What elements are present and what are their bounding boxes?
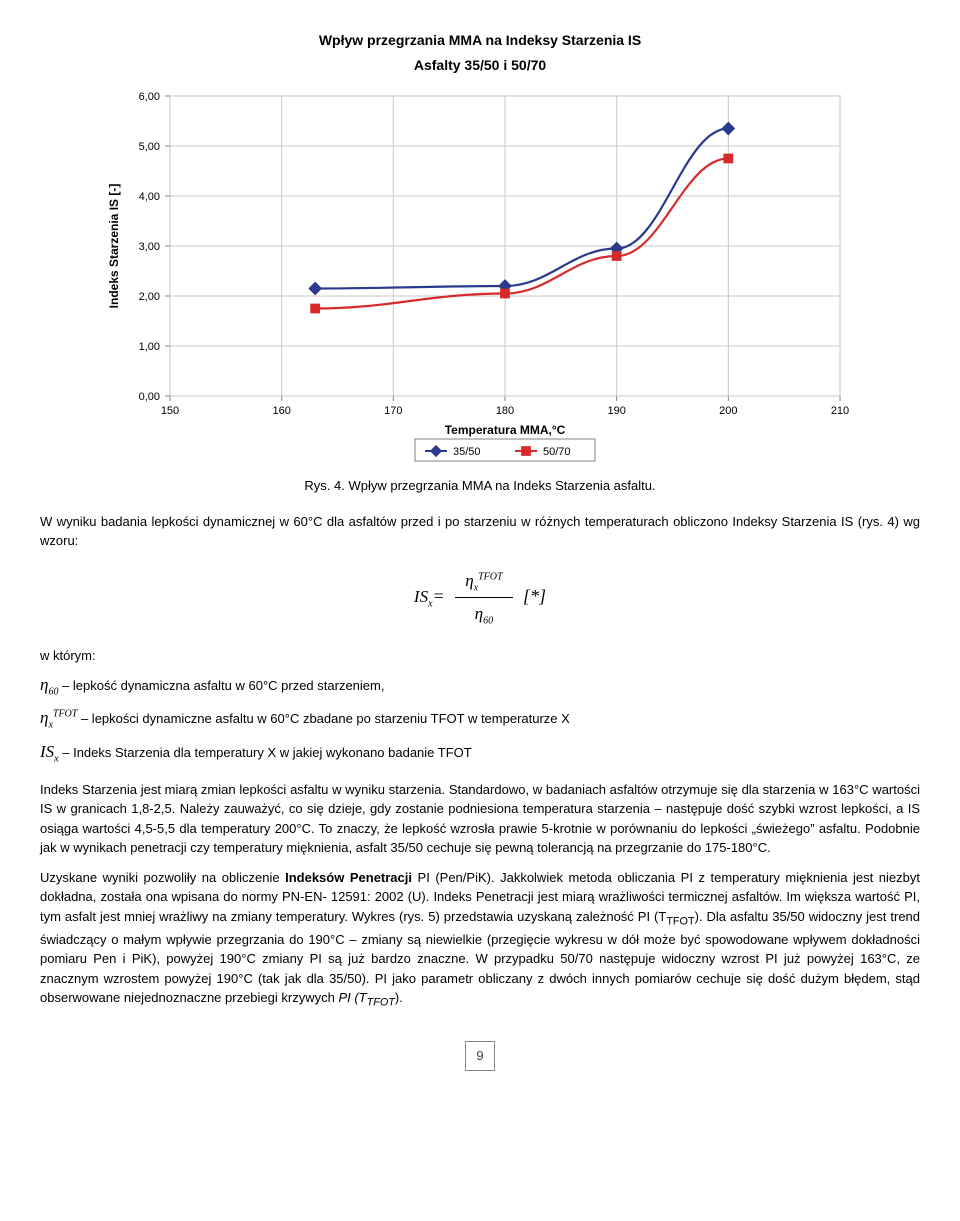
paragraph-intro-text: W wyniku badania lepkości dynamicznej w … bbox=[40, 514, 920, 549]
svg-text:5,00: 5,00 bbox=[139, 141, 160, 153]
defs-intro: w którym: bbox=[40, 646, 920, 666]
p3-sub2: TFOT bbox=[367, 997, 395, 1009]
page-number: 9 bbox=[465, 1041, 495, 1071]
chart-title: Wpływ przegrzania MMA na Indeksy Starzen… bbox=[40, 30, 920, 51]
def-etaTFOT-text: – lepkości dynamiczne asfaltu w 60°C zba… bbox=[81, 711, 570, 726]
svg-text:210: 210 bbox=[831, 405, 849, 417]
paragraph-intro: W wyniku badania lepkości dynamicznej w … bbox=[40, 512, 920, 551]
def-ISx-text: – Indeks Starzenia dla temperatury X w j… bbox=[62, 745, 471, 760]
def-ISx: ISx – Indeks Starzenia dla temperatury X… bbox=[40, 739, 920, 766]
svg-text:0,00: 0,00 bbox=[139, 391, 160, 403]
svg-text:Temperatura MMA,°C: Temperatura MMA,°C bbox=[445, 423, 566, 437]
paragraph-3: Uzyskane wyniki pozwoliły na obliczenie … bbox=[40, 868, 920, 1011]
svg-text:4,00: 4,00 bbox=[139, 191, 160, 203]
svg-text:180: 180 bbox=[496, 405, 514, 417]
chart-subtitle: Asfalty 35/50 i 50/70 bbox=[40, 55, 920, 76]
chart-container: 150 160 170 180 190 200 210 0,00 1,00 2,00 3,00 4,0… bbox=[100, 86, 860, 466]
svg-text:3,00: 3,00 bbox=[139, 241, 160, 253]
def-etaTFOT: ηxTFOT – lepkości dynamiczne asfaltu w 6… bbox=[40, 705, 920, 732]
svg-text:170: 170 bbox=[384, 405, 402, 417]
def-eta60-text: – lepkość dynamiczna asfaltu w 60°C prze… bbox=[62, 678, 384, 693]
p3-t1: Uzyskane wyniki pozwoliły na obliczenie bbox=[40, 870, 285, 885]
chart-svg: 150 160 170 180 190 200 210 0,00 1,00 2,00 3,00 4,0… bbox=[100, 86, 860, 466]
svg-text:160: 160 bbox=[272, 405, 290, 417]
p3-t4: ). bbox=[395, 990, 403, 1005]
svg-text:1,00: 1,00 bbox=[139, 341, 160, 353]
svg-text:35/50: 35/50 bbox=[453, 446, 481, 458]
svg-text:6,00: 6,00 bbox=[139, 91, 160, 103]
svg-text:200: 200 bbox=[719, 405, 737, 417]
p3-bold1: Indeksów Penetracji bbox=[285, 870, 412, 885]
paragraph-2: Indeks Starzenia jest miarą zmian lepkoś… bbox=[40, 780, 920, 858]
svg-text:150: 150 bbox=[161, 405, 179, 417]
svg-text:2,00: 2,00 bbox=[139, 291, 160, 303]
p3-sub1: TFOT bbox=[666, 916, 694, 928]
figure-caption: Rys. 4. Wpływ przegrzania MMA na Indeks … bbox=[40, 476, 920, 496]
svg-text:190: 190 bbox=[607, 405, 625, 417]
formula: ISx= ηxTFOT η60 [*] bbox=[40, 567, 920, 629]
definitions: w którym: η60 – lepkość dynamiczna asfal… bbox=[40, 646, 920, 766]
def-eta60: η60 – lepkość dynamiczna asfaltu w 60°C … bbox=[40, 672, 920, 699]
p3-ital: PI (T bbox=[338, 990, 366, 1005]
svg-text:Indeks Starzenia IS [-]: Indeks Starzenia IS [-] bbox=[107, 184, 121, 309]
svg-text:50/70: 50/70 bbox=[543, 446, 571, 458]
